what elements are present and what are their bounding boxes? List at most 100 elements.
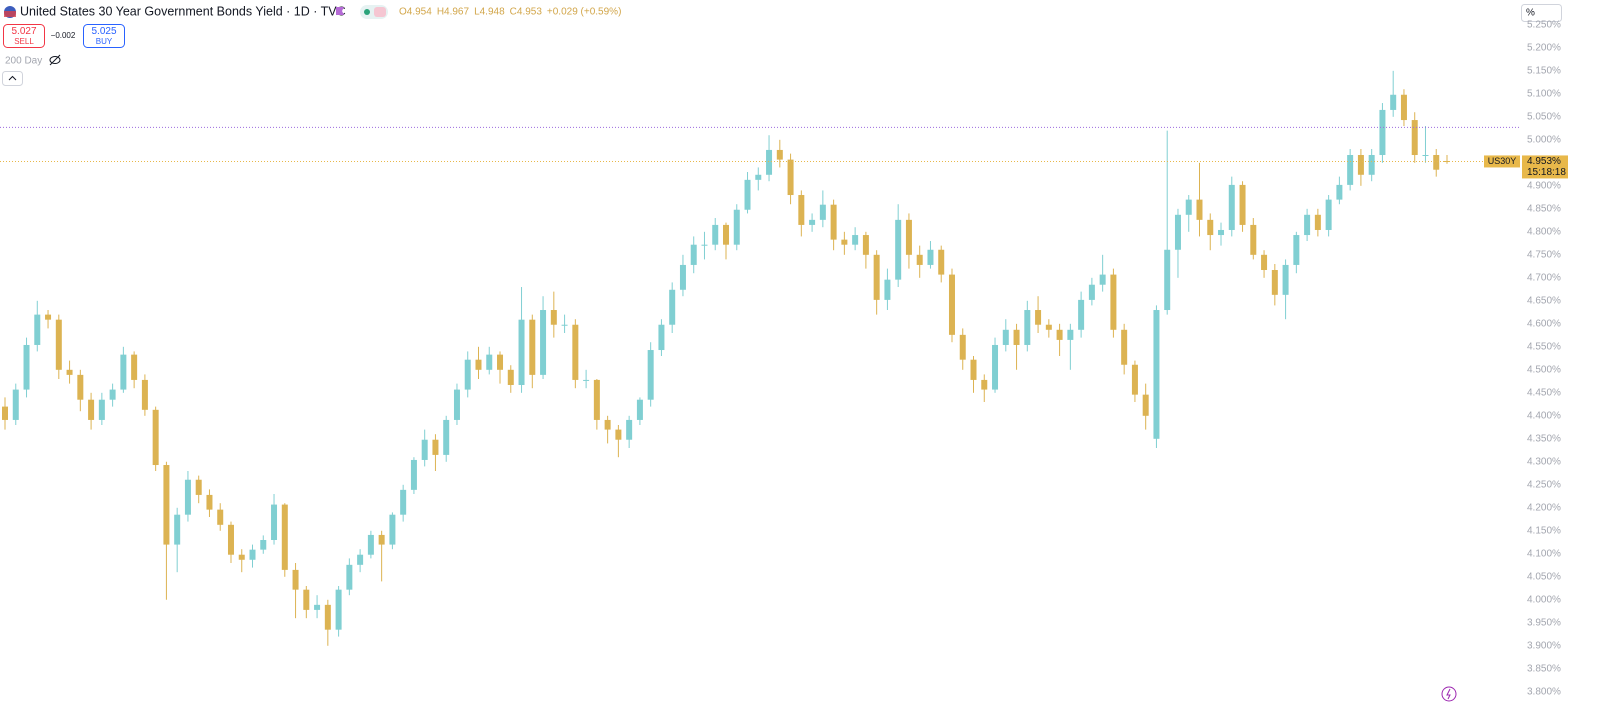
y-tick-label: 4.400% (1527, 410, 1561, 421)
candle-body (1142, 394, 1149, 416)
candle-body (572, 324, 579, 380)
unit-label: % (1526, 8, 1535, 19)
candle-body (227, 524, 234, 555)
candle-body (830, 204, 837, 240)
y-tick-label: 4.650% (1527, 295, 1561, 306)
plot-area (0, 70, 1520, 646)
candle-body (852, 235, 859, 245)
price-tag-bg (1522, 155, 1568, 179)
candle-body (1271, 269, 1278, 295)
candle-body (626, 419, 633, 440)
indicator-label: 200 Day (5, 56, 42, 67)
candle-body (1282, 264, 1289, 295)
candle-body (378, 534, 385, 545)
candle-body (981, 379, 988, 390)
candle-body (507, 369, 514, 385)
y-tick-label: 4.150% (1527, 525, 1561, 536)
price-tag: 4.953% (1527, 156, 1561, 167)
candle-body (1411, 120, 1418, 156)
candle-body (249, 549, 256, 560)
candle-body (593, 379, 600, 420)
candle-body (895, 219, 902, 280)
candle-body (1347, 155, 1354, 185)
status-dot (364, 9, 370, 15)
candle-body (1196, 199, 1203, 220)
candle-body (1174, 214, 1181, 250)
candle-body (1293, 235, 1300, 265)
y-tick-label: 3.900% (1527, 640, 1561, 651)
candle-body (540, 310, 547, 375)
candle-body (34, 314, 41, 345)
ohlc-item: C4.953 (510, 7, 543, 18)
candle-body (1185, 199, 1192, 215)
flag-mark[interactable] (336, 7, 344, 15)
candle-body (1250, 224, 1257, 255)
candle-body (184, 479, 191, 515)
lightning-icon[interactable] (1441, 686, 1457, 702)
y-tick-label: 4.200% (1527, 502, 1561, 513)
candle-body (970, 359, 977, 380)
candle-body (1390, 94, 1397, 110)
y-tick-label: 4.800% (1527, 226, 1561, 237)
candle-body (1336, 184, 1343, 200)
candle-body (819, 204, 826, 220)
buy-price: 5.025 (91, 26, 116, 37)
y-tick-label: 5.250% (1527, 19, 1561, 30)
ohlc-item: O4.954 (399, 7, 432, 18)
candle-body (636, 399, 643, 420)
candle-body (723, 224, 729, 245)
candle-body (766, 149, 773, 175)
y-tick-label: 4.550% (1527, 341, 1561, 352)
candle-body (346, 564, 353, 590)
candle-body (862, 235, 869, 255)
eye-icon[interactable] (49, 56, 61, 64)
candle-body (1218, 229, 1225, 236)
candle-body (1131, 364, 1138, 395)
candle-body (701, 244, 708, 246)
candle-body (1304, 214, 1311, 236)
candle-body (755, 174, 762, 180)
y-tick-label: 5.000% (1527, 134, 1561, 145)
eye-slash (49, 54, 61, 66)
ohlc-item: H4.967 (437, 7, 470, 18)
y-tick-label: 5.100% (1527, 88, 1561, 99)
symbol-tag: US30Y (1488, 156, 1517, 166)
candle-body (948, 274, 955, 335)
candle-body (12, 389, 19, 420)
candle-body (529, 319, 536, 375)
y-tick-label: 4.300% (1527, 456, 1561, 467)
candle-body (669, 289, 676, 325)
unit-box[interactable] (1521, 4, 1562, 22)
ohlc-item: L4.948 (474, 7, 505, 18)
candle-body (1400, 94, 1407, 121)
candle-body (798, 195, 805, 225)
sell-label: SELL (14, 37, 34, 46)
candle-body (1013, 329, 1020, 345)
sell-button[interactable] (3, 24, 45, 48)
candle-body (271, 504, 278, 540)
candle-body (733, 209, 740, 245)
sell-price: 5.027 (11, 26, 36, 37)
candle-body (884, 279, 891, 300)
collapse-button[interactable] (2, 71, 23, 86)
y-tick-label: 4.350% (1527, 433, 1561, 444)
candle-body (658, 324, 665, 351)
candle-body (1045, 324, 1052, 330)
candle-body (152, 409, 159, 466)
candle-body (1002, 329, 1009, 345)
candle-body (303, 589, 310, 610)
candle-body (357, 554, 364, 565)
candle-body (1024, 310, 1031, 345)
candle-body (679, 264, 686, 290)
y-tick-label: 3.850% (1527, 663, 1561, 674)
candle-body (23, 344, 30, 390)
candle-body (1314, 214, 1321, 230)
candle-body (561, 324, 568, 326)
y-tick-label: 4.900% (1527, 180, 1561, 191)
candle-body (206, 494, 213, 510)
candle-body (131, 354, 138, 380)
y-tick-label: 4.750% (1527, 249, 1561, 260)
buy-button[interactable] (83, 24, 125, 48)
y-tick-label: 4.600% (1527, 318, 1561, 329)
candle-body (776, 149, 783, 160)
